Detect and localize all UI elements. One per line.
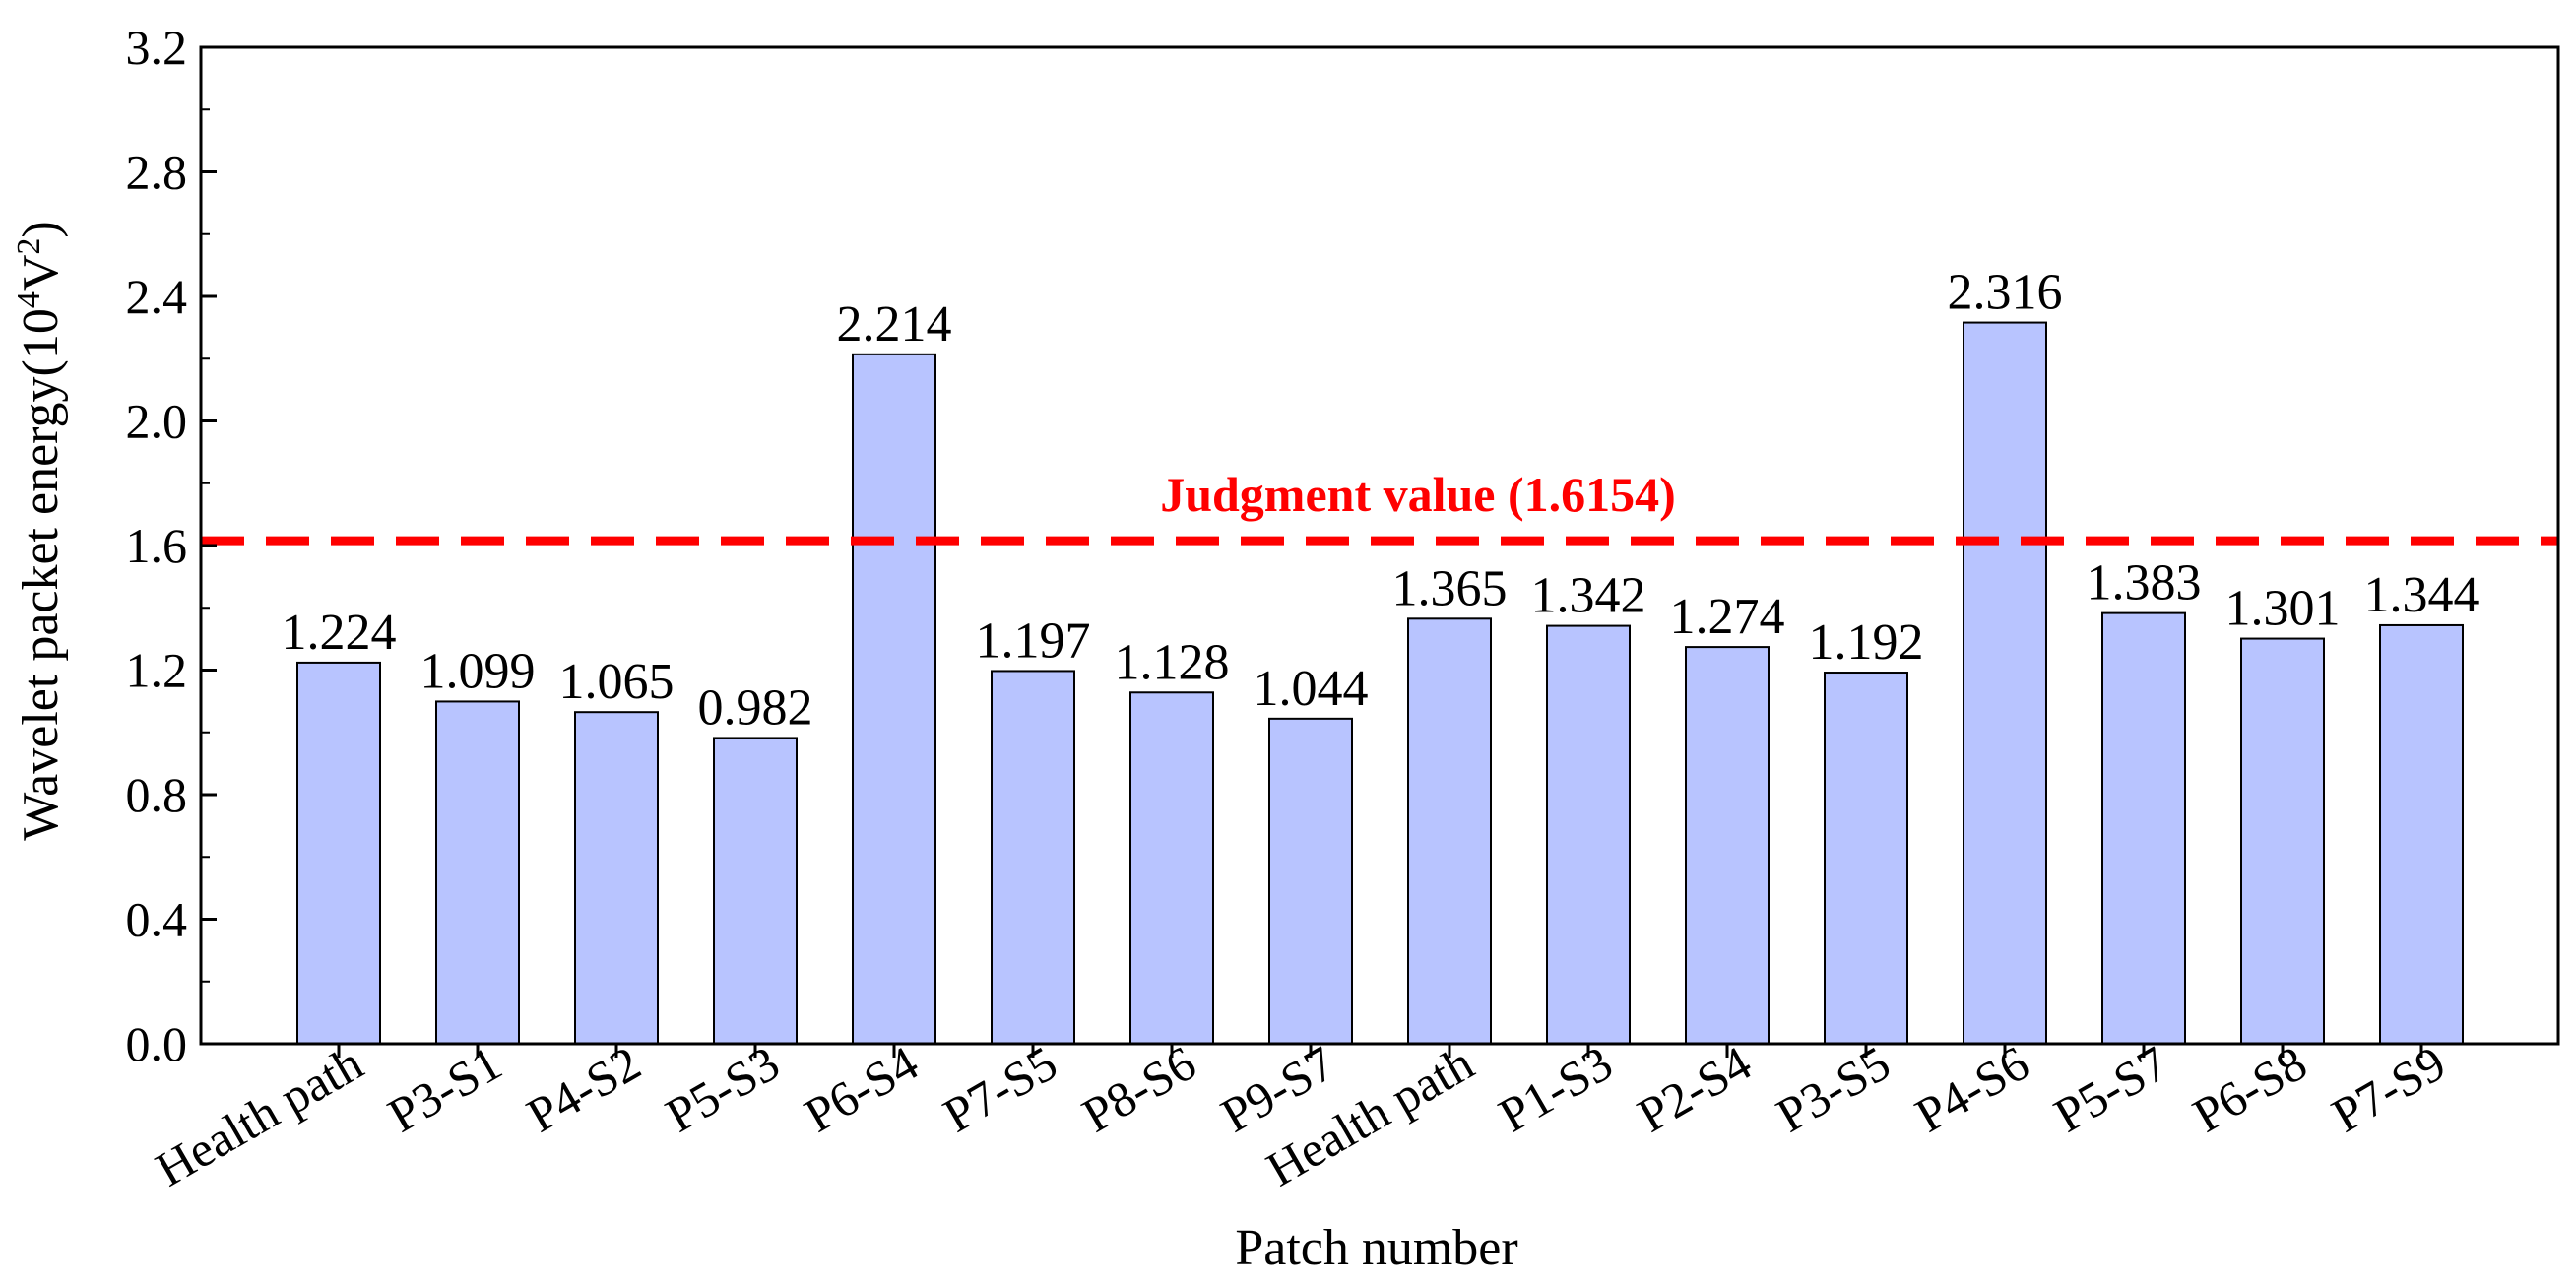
bar [2240,637,2325,1046]
bar [1407,617,1492,1045]
bar [2101,611,2186,1045]
bar [435,700,520,1045]
x-tick-label: P7-S5 [934,1035,1066,1143]
plot-frame [199,45,2560,1046]
x-tick-label: P8-S6 [1073,1035,1205,1143]
x-tick-label: P7-S9 [2323,1035,2455,1143]
bar [1129,691,1214,1046]
data-label: 1.365 [1392,560,1508,616]
threshold-label: Judgment value (1.6154) [1160,467,1676,522]
y-axis-title-sup-2: 2 [11,238,47,255]
data-labels-group: 1.224 1.099 1.065 0.982 2.214 1.197 1.128 1.044… [282,265,2479,737]
y-axis-title-main: Wavelet packet energy(10 [13,308,69,841]
x-tick-label: P3-S1 [379,1035,511,1143]
x-tick-label: P6-S4 [796,1035,928,1143]
y-tick-label: 1.2 [126,643,188,698]
threshold-group: Judgment value (1.6154) [201,467,2558,546]
x-tick-label: P4-S2 [518,1035,650,1143]
y-tick-label: 2.0 [126,394,188,449]
y-tick-label: 2.8 [126,145,188,200]
data-label: 1.197 [976,612,1091,669]
x-tick-label: P2-S4 [1629,1035,1761,1143]
x-tick-label: P3-S5 [1768,1035,1900,1143]
bar [296,661,381,1045]
bar [852,353,936,1045]
x-tick-label: P6-S8 [2184,1035,2316,1143]
y-tick-label: 0.8 [126,767,188,822]
data-label: 1.342 [1531,568,1646,624]
y-axis-title: Wavelet packet energy(104V2) [11,221,70,840]
data-label: 1.344 [2364,567,2479,623]
x-tick-label: P5-S3 [657,1035,789,1143]
data-label: 2.316 [1948,265,2063,321]
y-tick-label: 3.2 [126,20,188,75]
bar [1685,646,1770,1045]
data-label: 1.065 [559,654,675,710]
y-tick-label: 0.4 [126,892,188,947]
bars-group [296,321,2464,1046]
y-tick-label: 2.4 [126,269,188,324]
data-label: 1.099 [420,643,536,699]
y-axis-ticks: 0.0 0.4 0.8 1.2 1.6 2.0 2.4 2.8 3.2 [126,20,217,1071]
y-tick-label: 1.6 [126,518,188,573]
bar [991,670,1075,1045]
data-label: 1.274 [1670,589,1785,645]
data-label: 0.982 [698,679,813,736]
data-label: 2.214 [837,296,952,353]
bar [574,711,659,1045]
x-tick-label: P4-S6 [1906,1035,2038,1143]
data-label: 1.301 [2225,581,2341,637]
x-axis-title: Patch number [1235,1220,1517,1276]
bar [1268,717,1353,1046]
y-axis-title-sup-1: 4 [11,291,47,308]
bar [2379,623,2464,1046]
y-axis-title-mid: V [13,255,69,292]
data-label: 1.044 [1254,661,1369,717]
data-label: 1.383 [2087,555,2202,611]
bar [1963,321,2047,1045]
x-tick-label: P5-S7 [2045,1035,2177,1143]
bar [1824,672,1908,1046]
bar [713,737,798,1045]
y-axis-title-end: ) [13,221,69,237]
x-tick-label: P1-S3 [1490,1035,1622,1143]
data-label: 1.224 [282,605,397,661]
y-tick-label: 0.0 [126,1016,188,1071]
bar [1546,624,1631,1046]
x-axis-ticks: Health path P3-S1 P4-S2 P5-S3 P6-S4 P7-S5 P8-S… [147,1035,2455,1196]
data-label: 1.128 [1115,634,1230,690]
data-label: 1.192 [1809,614,1924,671]
